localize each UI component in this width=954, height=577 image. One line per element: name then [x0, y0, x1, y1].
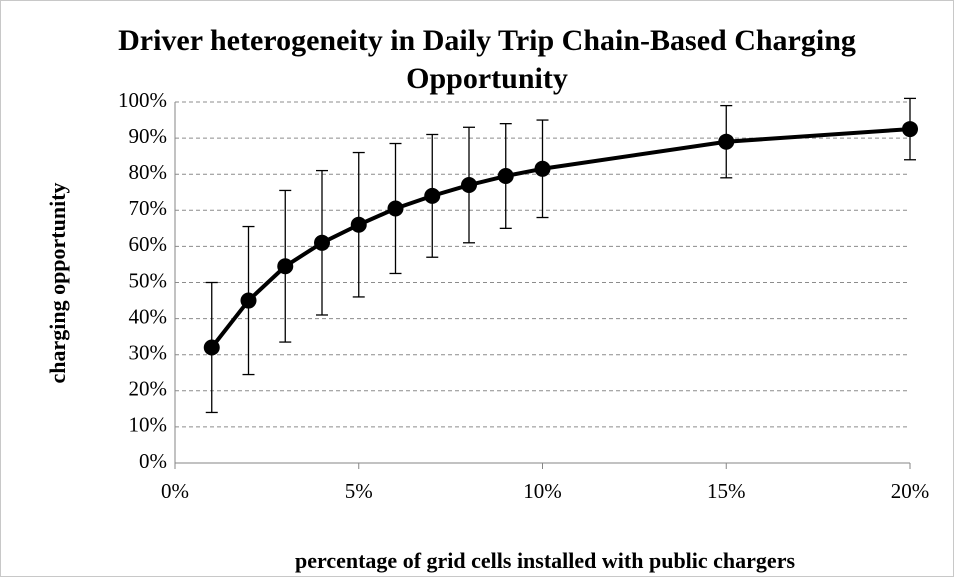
data-point [277, 258, 294, 275]
x-tick-label: 10% [523, 479, 562, 503]
data-point [314, 234, 330, 251]
y-tick-label: 90% [129, 124, 168, 148]
x-tick-label: 5% [345, 479, 373, 503]
y-tick-label: 70% [129, 196, 168, 220]
y-tick-label: 80% [129, 160, 168, 184]
y-tick-label: 30% [129, 341, 168, 365]
y-tick-label: 20% [129, 377, 168, 401]
data-line [210, 127, 911, 349]
data-point [534, 160, 551, 177]
data-point [461, 177, 477, 194]
x-tick-label: 0% [161, 479, 189, 503]
data-point [203, 339, 220, 356]
data-point [350, 216, 367, 233]
data-point [424, 187, 441, 204]
y-tick-label: 100% [118, 88, 167, 112]
y-tick-label: 60% [129, 232, 168, 256]
data-point [387, 200, 404, 217]
x-tick-label: 15% [707, 479, 746, 503]
y-tick-label: 10% [129, 413, 168, 437]
data-point [718, 133, 735, 150]
data-point [902, 121, 918, 138]
x-tick-label: 20% [891, 479, 930, 503]
x-axis-label: percentage of grid cells installed with … [295, 548, 795, 573]
y-tick-label: 0% [139, 449, 167, 473]
y-tick-label: 40% [129, 304, 168, 328]
data-point [497, 168, 514, 185]
y-tick-label: 50% [129, 268, 168, 292]
y-axis-label: charging opportunity [45, 182, 70, 383]
chart-title: Driver heterogeneity in Daily Trip Chain… [118, 24, 856, 95]
data-point [240, 292, 257, 309]
